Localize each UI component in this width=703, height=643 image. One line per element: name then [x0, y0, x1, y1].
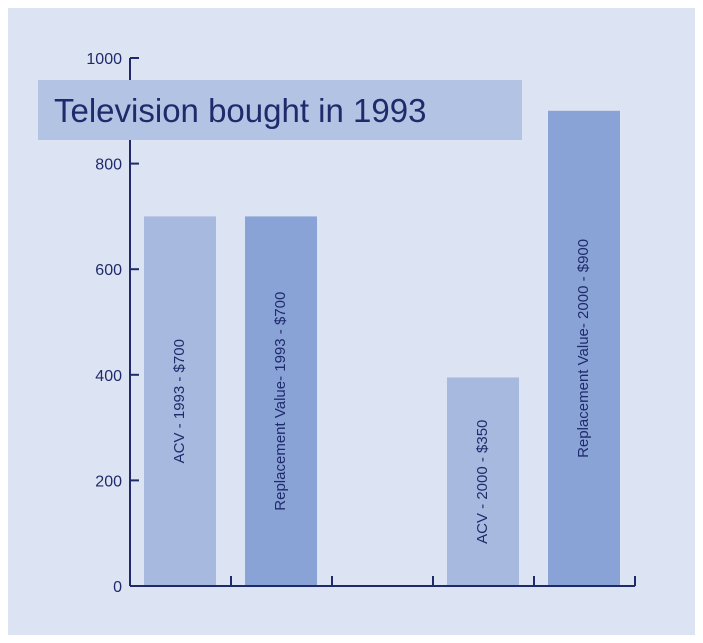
- chart-frame: ACV - 1993 - $700 Replacement Value- 1993…: [8, 8, 695, 635]
- bars-group: ACV - 1993 - $700 Replacement Value- 1993…: [144, 110, 620, 587]
- y-tick-label: 0: [113, 579, 122, 596]
- bar-label: Replacement Value- 1993 - $700: [272, 292, 289, 511]
- chart-title: Television bought in 1993: [54, 92, 426, 129]
- y-tick-label: 600: [95, 262, 122, 279]
- x-ticks-group: [230, 576, 636, 586]
- y-ticks-group: 0 200 400 600 800 1000: [86, 51, 139, 596]
- bar: [144, 216, 216, 586]
- chart-title-box: [38, 80, 522, 140]
- y-tick-label: 1000: [86, 51, 122, 68]
- y-tick-label: 400: [95, 368, 122, 385]
- bar: [548, 110, 620, 587]
- y-tick-label: 200: [95, 473, 122, 490]
- y-tick-label: 800: [95, 157, 122, 174]
- chart-title-group: Television bought in 1993: [38, 80, 522, 140]
- axes-group: [129, 58, 635, 587]
- bar-label: Replacement Value- 2000 - $900: [575, 239, 592, 458]
- bar: [245, 216, 317, 586]
- bar-label: ACV - 1993 - $700: [171, 339, 188, 463]
- bar-chart: ACV - 1993 - $700 Replacement Value- 1993…: [38, 51, 636, 596]
- bar: [447, 377, 519, 586]
- bar-label: ACV - 2000 - $350: [474, 420, 491, 544]
